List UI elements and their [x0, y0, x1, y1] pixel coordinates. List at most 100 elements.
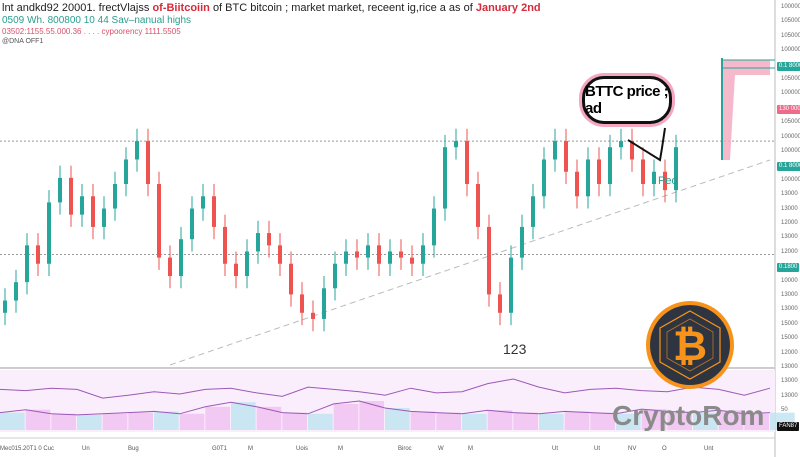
indicator-bar [462, 413, 487, 430]
candle-body [311, 312, 315, 319]
candle[interactable] [212, 184, 216, 240]
candle[interactable] [223, 214, 227, 276]
candle[interactable] [256, 220, 260, 264]
indicator-bar [693, 412, 718, 430]
price-tick-label: 1050000 [781, 32, 800, 39]
time-tick-label: NV [628, 446, 637, 452]
candle[interactable] [531, 184, 535, 240]
candle[interactable] [498, 282, 502, 326]
candle[interactable] [289, 251, 293, 307]
candle[interactable] [509, 245, 513, 326]
candle[interactable] [542, 147, 546, 209]
candle[interactable] [135, 128, 139, 172]
indicator-bar [487, 410, 513, 430]
candle-body [520, 226, 524, 258]
candle[interactable] [234, 251, 238, 289]
candle-body [388, 251, 392, 264]
candle[interactable] [113, 171, 117, 221]
candle[interactable] [454, 128, 458, 160]
candle[interactable] [278, 233, 282, 276]
candle[interactable] [641, 147, 645, 197]
time-tick-label: O [662, 446, 667, 452]
trendline[interactable] [169, 159, 771, 366]
candle-body [542, 159, 546, 197]
candle-body [157, 184, 161, 258]
candle[interactable] [267, 220, 271, 258]
candle[interactable] [366, 233, 370, 270]
candle[interactable] [311, 300, 315, 332]
candle[interactable] [47, 190, 51, 276]
candle[interactable] [168, 245, 172, 289]
time-tick-label: Bug [128, 446, 139, 452]
time-tick-label: M [248, 446, 253, 452]
candle[interactable] [190, 196, 194, 252]
candle[interactable] [608, 134, 612, 197]
candle[interactable] [102, 196, 106, 240]
candle-body [421, 245, 425, 264]
price-tick-label: 1050000 [781, 18, 800, 25]
candle[interactable] [201, 184, 205, 221]
candle[interactable] [322, 276, 326, 332]
candle[interactable] [564, 128, 568, 184]
candle[interactable] [388, 239, 392, 276]
subtitle: 0509 Wh. 800800 10 44 Sav–nanual highs [2, 15, 192, 26]
pink-highlight-zone [721, 58, 775, 160]
indicator-bar [154, 411, 179, 430]
candle[interactable] [146, 128, 150, 197]
candle[interactable] [179, 226, 183, 289]
candle[interactable] [586, 147, 590, 209]
candle[interactable] [245, 239, 249, 289]
candle[interactable] [124, 147, 128, 197]
candle[interactable] [333, 251, 337, 301]
candle[interactable] [487, 214, 491, 307]
candle[interactable] [80, 184, 84, 227]
candle-body [14, 282, 18, 301]
price-tick-label: 13000 [781, 392, 798, 399]
candle[interactable] [58, 165, 62, 215]
candle[interactable] [465, 128, 469, 197]
candle[interactable] [377, 233, 381, 276]
candle[interactable] [619, 128, 623, 160]
candle-body [465, 141, 469, 184]
candle[interactable] [421, 233, 425, 276]
wave-count-label: 123 [503, 341, 527, 357]
candle[interactable] [663, 159, 667, 203]
candle[interactable] [652, 159, 656, 197]
time-tick-label: G0T1 [212, 446, 228, 452]
candle[interactable] [597, 147, 601, 197]
candle[interactable] [36, 233, 40, 276]
indicator-bar [718, 410, 744, 430]
candle[interactable] [520, 214, 524, 270]
candle[interactable] [355, 239, 359, 270]
candle[interactable] [399, 239, 403, 270]
candle[interactable] [3, 288, 7, 326]
candle[interactable] [300, 282, 304, 326]
time-tick-label: Ut [552, 446, 558, 452]
candle[interactable] [476, 171, 480, 240]
time-tick-label: W [438, 446, 444, 452]
candle-body [366, 245, 370, 258]
candle[interactable] [14, 269, 18, 313]
candle[interactable] [553, 128, 557, 172]
candle-body [509, 257, 513, 313]
candle-body [36, 245, 40, 264]
candle[interactable] [575, 159, 579, 209]
candle[interactable] [432, 196, 436, 258]
candle-body [245, 251, 249, 276]
candle[interactable] [69, 165, 73, 227]
title-date: January 2nd [475, 2, 541, 14]
candle[interactable] [443, 134, 447, 221]
candle[interactable] [344, 239, 348, 276]
candle[interactable] [630, 128, 634, 172]
candle[interactable] [25, 233, 29, 295]
candle[interactable] [410, 245, 414, 276]
candle[interactable] [157, 171, 161, 270]
candle[interactable] [674, 134, 678, 203]
candle[interactable] [91, 184, 95, 240]
candle-body [597, 159, 601, 184]
